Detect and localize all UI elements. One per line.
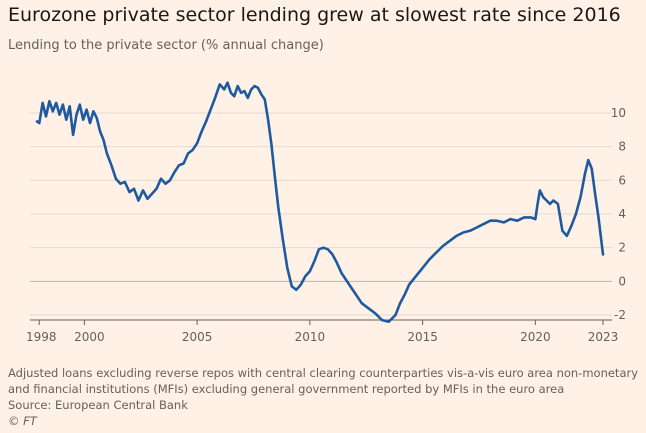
- y-tick-label: 10: [611, 106, 626, 120]
- y-tick-label: 2: [618, 241, 626, 255]
- x-tick-label: 1998: [26, 330, 57, 344]
- series-line: [35, 81, 605, 323]
- x-tick-label: 2000: [74, 330, 105, 344]
- footnote: Adjusted loans excluding reverse repos w…: [8, 365, 638, 413]
- x-tick-label: 2015: [407, 330, 438, 344]
- footnote-line-1: Adjusted loans excluding reverse repos w…: [8, 366, 639, 380]
- y-tick-label: 0: [618, 274, 626, 288]
- chart-subtitle: Lending to the private sector (% annual …: [8, 38, 324, 53]
- y-tick-label: 8: [618, 140, 626, 154]
- x-tick-label: 2010: [295, 330, 326, 344]
- x-tick-label: 2020: [520, 330, 551, 344]
- y-tick-label: 4: [618, 207, 626, 221]
- y-tick-label: 6: [618, 173, 626, 187]
- y-tick-label: -2: [614, 308, 626, 322]
- line-chart: -2 0 2 4 6 8 10 1998 2000 2005 2010 2015 2020 2023: [26, 81, 626, 344]
- x-tick-label: 2023: [588, 330, 619, 344]
- source-note: Source: European Central Bank: [8, 398, 188, 412]
- x-tick-label: 2005: [182, 330, 213, 344]
- footnote-line-2: and financial institutions (MFIs) exclud…: [8, 382, 565, 396]
- ft-credit: © FT: [8, 414, 37, 428]
- chart-title: Eurozone private sector lending grew at …: [8, 4, 621, 26]
